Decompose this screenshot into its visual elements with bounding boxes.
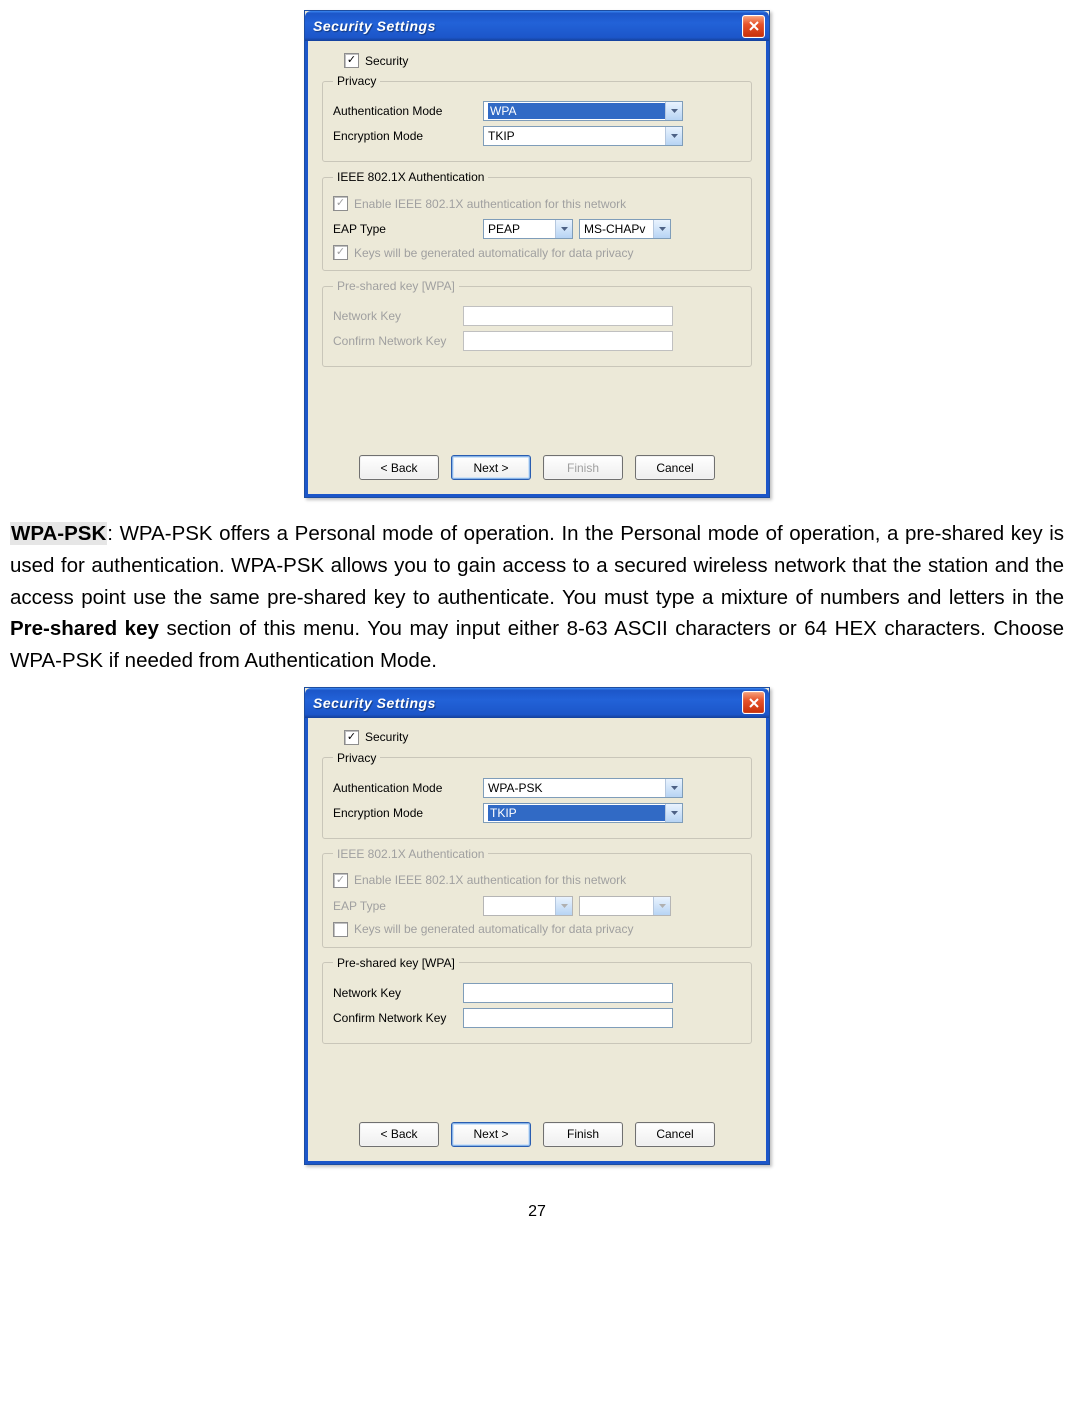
psk-group: Pre-shared key [WPA] Network Key Confirm…: [322, 279, 752, 367]
keys-auto-label: Keys will be generated automatically for…: [354, 922, 633, 936]
titlebar-text: Security Settings: [313, 695, 436, 711]
chevron-down-icon: [653, 220, 670, 238]
finish-button[interactable]: Finish: [543, 1122, 623, 1147]
chevron-down-icon: [555, 897, 572, 915]
titlebar: Security Settings: [305, 11, 769, 41]
eap-type-select[interactable]: PEAP: [483, 219, 573, 239]
enc-mode-select[interactable]: TKIP: [483, 803, 683, 823]
confirm-key-label: Confirm Network Key: [333, 1011, 463, 1025]
psk-legend: Pre-shared key [WPA]: [333, 279, 459, 293]
wpa-psk-term: WPA-PSK: [10, 522, 107, 545]
eap-sub-select: [579, 896, 671, 916]
finish-button: Finish: [543, 455, 623, 480]
eap-sub-select[interactable]: MS-CHAPv: [579, 219, 671, 239]
security-checkbox[interactable]: ✓: [344, 53, 359, 68]
enable-ieee-checkbox: ✓: [333, 196, 348, 211]
back-button[interactable]: < Back: [359, 1122, 439, 1147]
security-checkbox[interactable]: ✓: [344, 730, 359, 745]
back-button[interactable]: < Back: [359, 455, 439, 480]
page-number: 27: [0, 1203, 1074, 1221]
ieee-group: IEEE 802.1X Authentication ✓ Enable IEEE…: [322, 170, 752, 271]
chevron-down-icon: [665, 102, 682, 120]
close-icon[interactable]: [742, 691, 765, 714]
keys-auto-label: Keys will be generated automatically for…: [354, 246, 633, 260]
network-key-label: Network Key: [333, 309, 463, 323]
eap-type-select: [483, 896, 573, 916]
ieee-group: IEEE 802.1X Authentication ✓ Enable IEEE…: [322, 847, 752, 948]
security-label: Security: [365, 54, 408, 68]
network-key-input: [463, 306, 673, 326]
enable-ieee-label: Enable IEEE 802.1X authentication for th…: [354, 197, 626, 211]
auth-mode-label: Authentication Mode: [333, 104, 483, 118]
auth-mode-select[interactable]: WPA-PSK: [483, 778, 683, 798]
enc-mode-label: Encryption Mode: [333, 806, 483, 820]
privacy-group: Privacy Authentication Mode WPA-PSK Encr…: [322, 751, 752, 839]
chevron-down-icon: [653, 897, 670, 915]
confirm-key-input: [463, 331, 673, 351]
next-button[interactable]: Next >: [451, 455, 531, 480]
auth-mode-label: Authentication Mode: [333, 781, 483, 795]
chevron-down-icon: [665, 804, 682, 822]
auth-mode-select[interactable]: WPA: [483, 101, 683, 121]
enable-ieee-label: Enable IEEE 802.1X authentication for th…: [354, 873, 626, 887]
network-key-input[interactable]: [463, 983, 673, 1003]
security-settings-dialog-2: Security Settings ✓ Security Privacy Aut…: [304, 687, 770, 1165]
titlebar-text: Security Settings: [313, 18, 436, 34]
cancel-button[interactable]: Cancel: [635, 1122, 715, 1147]
chevron-down-icon: [665, 779, 682, 797]
network-key-label: Network Key: [333, 986, 463, 1000]
eap-type-label: EAP Type: [333, 222, 483, 236]
psk-legend: Pre-shared key [WPA]: [333, 956, 459, 970]
keys-auto-checkbox: [333, 922, 348, 937]
privacy-group: Privacy Authentication Mode WPA Encrypti…: [322, 74, 752, 162]
description-paragraph: WPA-PSK: WPA-PSK offers a Personal mode …: [10, 518, 1064, 677]
cancel-button[interactable]: Cancel: [635, 455, 715, 480]
titlebar: Security Settings: [305, 688, 769, 718]
privacy-legend: Privacy: [333, 74, 380, 88]
chevron-down-icon: [665, 127, 682, 145]
enc-mode-select[interactable]: TKIP: [483, 126, 683, 146]
enc-mode-label: Encryption Mode: [333, 129, 483, 143]
confirm-key-input[interactable]: [463, 1008, 673, 1028]
close-icon[interactable]: [742, 15, 765, 38]
eap-type-label: EAP Type: [333, 899, 483, 913]
psk-group: Pre-shared key [WPA] Network Key Confirm…: [322, 956, 752, 1044]
next-button[interactable]: Next >: [451, 1122, 531, 1147]
keys-auto-checkbox: ✓: [333, 245, 348, 260]
confirm-key-label: Confirm Network Key: [333, 334, 463, 348]
security-settings-dialog-1: Security Settings ✓ Security Privacy Aut…: [304, 10, 770, 498]
privacy-legend: Privacy: [333, 751, 380, 765]
enable-ieee-checkbox: ✓: [333, 873, 348, 888]
security-label: Security: [365, 730, 408, 744]
ieee-legend: IEEE 802.1X Authentication: [333, 847, 488, 861]
chevron-down-icon: [555, 220, 572, 238]
ieee-legend: IEEE 802.1X Authentication: [333, 170, 488, 184]
